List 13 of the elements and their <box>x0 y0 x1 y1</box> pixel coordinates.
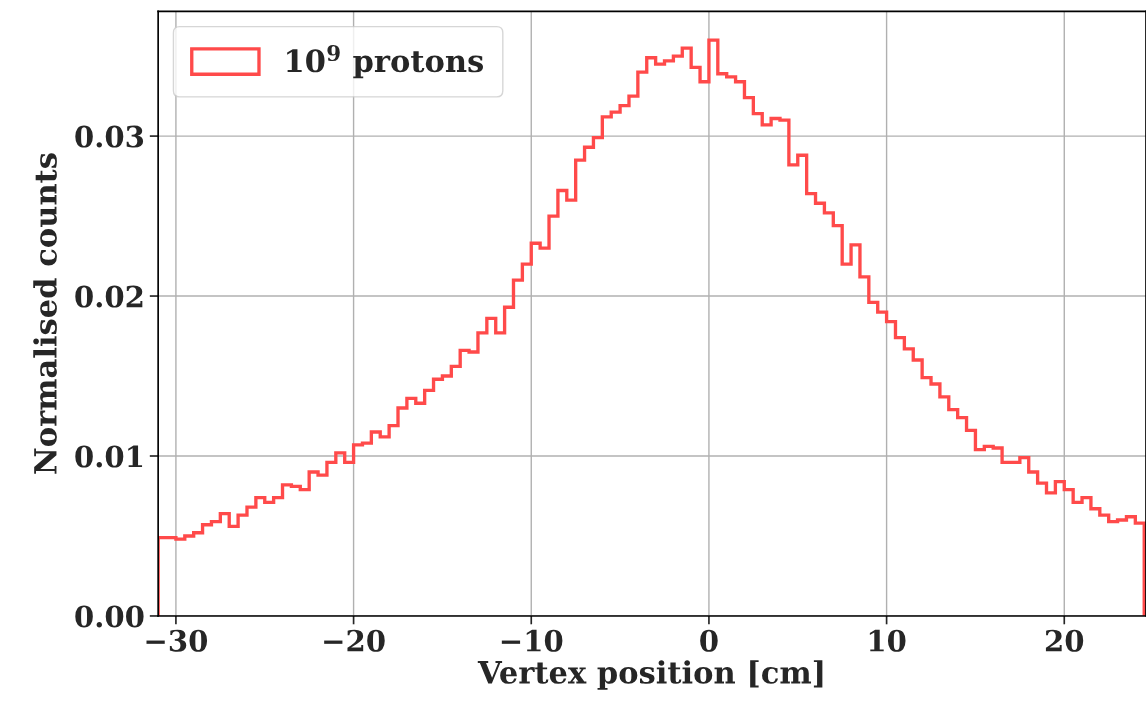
legend-label: 10$^{9}$ protons <box>287 44 484 79</box>
y-tick-label: 0.03 <box>75 125 144 148</box>
x-axis-title: Vertex position [cm] <box>477 660 823 690</box>
y-tick-label: 0.02 <box>75 285 143 308</box>
y-tick-label: 0.01 <box>75 445 143 468</box>
y-axis-title: Normalised counts <box>33 153 57 474</box>
x-tick-label: −30 <box>146 629 208 652</box>
x-tick-label: 20 <box>1045 629 1084 652</box>
y-tick-label: 0.00 <box>75 605 144 628</box>
x-tick-label: −10 <box>501 629 563 652</box>
x-tick-label: 0 <box>700 629 718 652</box>
x-tick-label: 10 <box>869 629 906 652</box>
x-tick-label: −20 <box>324 629 385 652</box>
